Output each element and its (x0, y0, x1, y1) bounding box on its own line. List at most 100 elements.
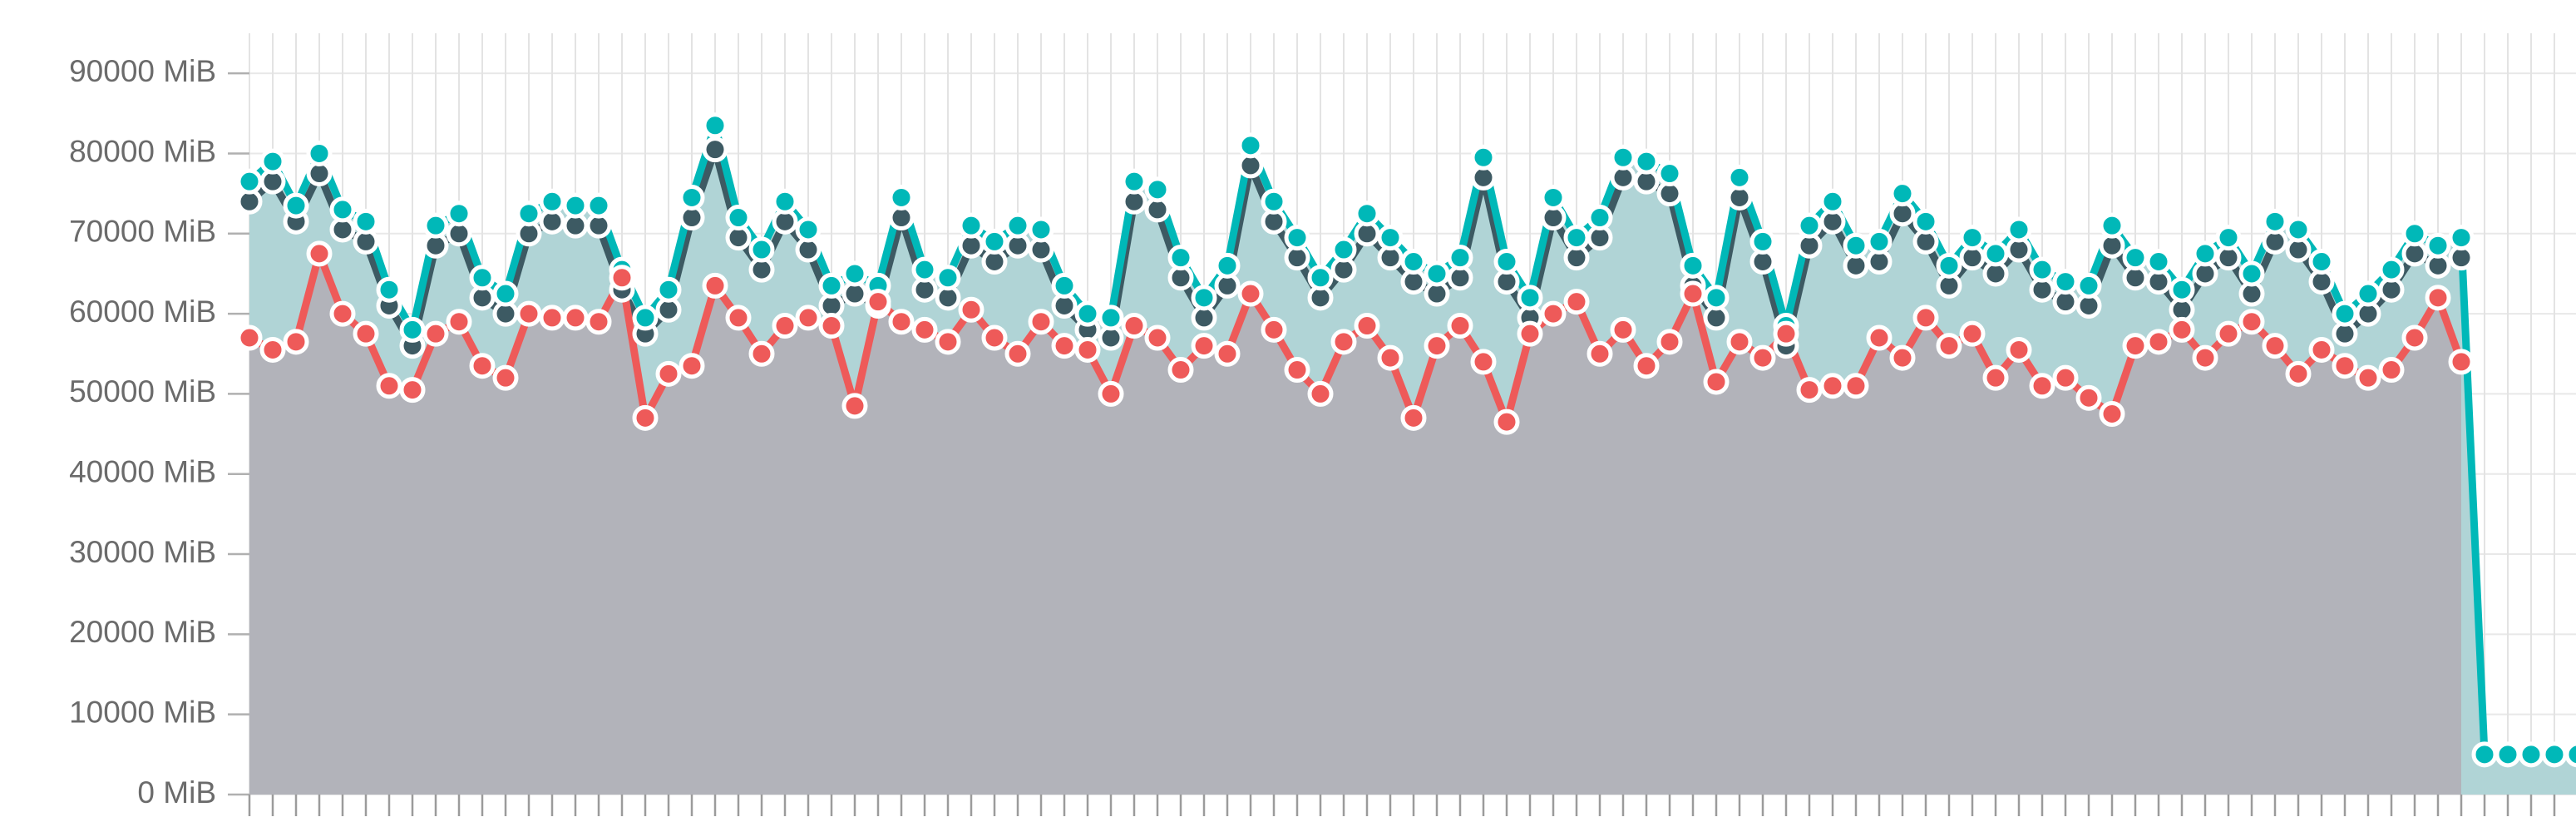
data-point-free (2332, 353, 2358, 379)
y-axis-tick-label: 20000 MiB (69, 615, 216, 649)
data-point-free (585, 309, 612, 335)
data-point-free (2215, 320, 2242, 347)
data-point-free (2262, 333, 2288, 359)
data-point-total (399, 316, 426, 343)
data-point-total (1889, 181, 1916, 207)
data-point-free (1517, 320, 1543, 347)
data-point-free (911, 316, 938, 343)
data-point-free (283, 329, 309, 355)
data-point-free (1912, 305, 1939, 331)
data-point-free (818, 313, 845, 339)
data-point-free (2308, 336, 2335, 363)
data-point-free (2401, 324, 2428, 351)
y-axis-tick-label: 50000 MiB (69, 374, 216, 409)
data-point-total (1284, 225, 1310, 251)
data-point-total (1237, 132, 1264, 159)
data-point-free (306, 240, 333, 267)
data-point-free (2169, 316, 2195, 343)
data-point-total (1866, 228, 1893, 255)
data-point-free (1866, 324, 1893, 351)
data-point-free (2355, 364, 2381, 391)
y-axis-tick-label: 30000 MiB (69, 535, 216, 569)
data-point-total (1144, 176, 1171, 203)
y-axis-tick-label: 90000 MiB (69, 54, 216, 88)
data-point-free (2099, 401, 2125, 427)
data-point-total (725, 205, 752, 231)
data-point-free (1843, 373, 1869, 399)
data-point-free (2238, 309, 2265, 335)
data-point-total (446, 201, 472, 227)
data-point-total (1796, 212, 1823, 239)
data-point-free (1098, 380, 1124, 407)
data-point-total (329, 196, 356, 223)
data-point-total (585, 192, 612, 219)
data-point-total (236, 168, 263, 195)
data-point-total (1028, 216, 1054, 243)
data-point-total (702, 112, 728, 139)
data-point-total (958, 212, 985, 239)
data-point-free (2378, 357, 2405, 384)
data-point-total (2285, 216, 2312, 243)
data-point-free (1959, 320, 1986, 347)
data-point-total (2401, 220, 2428, 247)
data-point-total (1167, 245, 1194, 271)
data-point-free (399, 377, 426, 404)
y-axis-tick-label: 0 MiB (137, 775, 216, 810)
data-point-total (2006, 216, 2032, 243)
data-point-total (1563, 225, 1590, 251)
data-point-free (1447, 313, 1473, 339)
data-point-total (516, 201, 542, 227)
data-point-total (2262, 208, 2288, 235)
data-point-total (2518, 741, 2544, 768)
data-point-total (1330, 236, 1357, 263)
data-point-total (1912, 208, 1939, 235)
data-point-free (1749, 344, 1776, 371)
data-point-total (1261, 188, 1287, 215)
data-point-free (2145, 329, 2172, 355)
data-point-total (1098, 305, 1124, 331)
data-point-total (562, 192, 589, 219)
data-point-free (1424, 333, 1450, 359)
data-point-total (1819, 188, 1846, 215)
data-point-free (935, 329, 961, 355)
data-point-total (353, 208, 379, 235)
data-point-total (306, 140, 333, 166)
data-point-total (911, 256, 938, 283)
data-point-total (632, 305, 659, 331)
data-point-free (259, 336, 286, 363)
data-point-total (2471, 741, 2498, 768)
data-point-free (1167, 357, 1194, 384)
data-point-free (1680, 280, 1706, 307)
data-point-total (1400, 249, 1427, 275)
data-point-total (1540, 184, 1567, 210)
data-point-free (2029, 373, 2055, 399)
data-point-total (1493, 249, 1520, 275)
data-point-used (702, 136, 728, 163)
data-point-free (1633, 353, 1660, 379)
data-point-total (2355, 280, 2381, 307)
data-point-free (748, 340, 775, 367)
data-point-total (841, 260, 868, 287)
data-point-total (259, 148, 286, 175)
data-point-total (1843, 232, 1869, 259)
data-point-total (818, 272, 845, 299)
data-point-free (1796, 377, 1823, 404)
data-point-total (1051, 272, 1078, 299)
data-point-total (1936, 252, 1962, 279)
y-axis-tick-label: 40000 MiB (69, 455, 216, 489)
data-point-free (1191, 333, 1217, 359)
data-point-total (1214, 252, 1241, 279)
data-point-total (1447, 245, 1473, 271)
data-point-free (1773, 320, 1799, 347)
data-point-free (2192, 344, 2218, 371)
data-point-total (283, 192, 309, 219)
data-point-total (2192, 240, 2218, 267)
data-point-total (2169, 276, 2195, 303)
y-axis-tick-label: 60000 MiB (69, 295, 216, 329)
data-point-free (1656, 329, 1683, 355)
data-point-free (1493, 409, 1520, 435)
data-point-free (1330, 329, 1357, 355)
data-point-free (888, 309, 915, 335)
data-point-total (1656, 161, 1683, 187)
